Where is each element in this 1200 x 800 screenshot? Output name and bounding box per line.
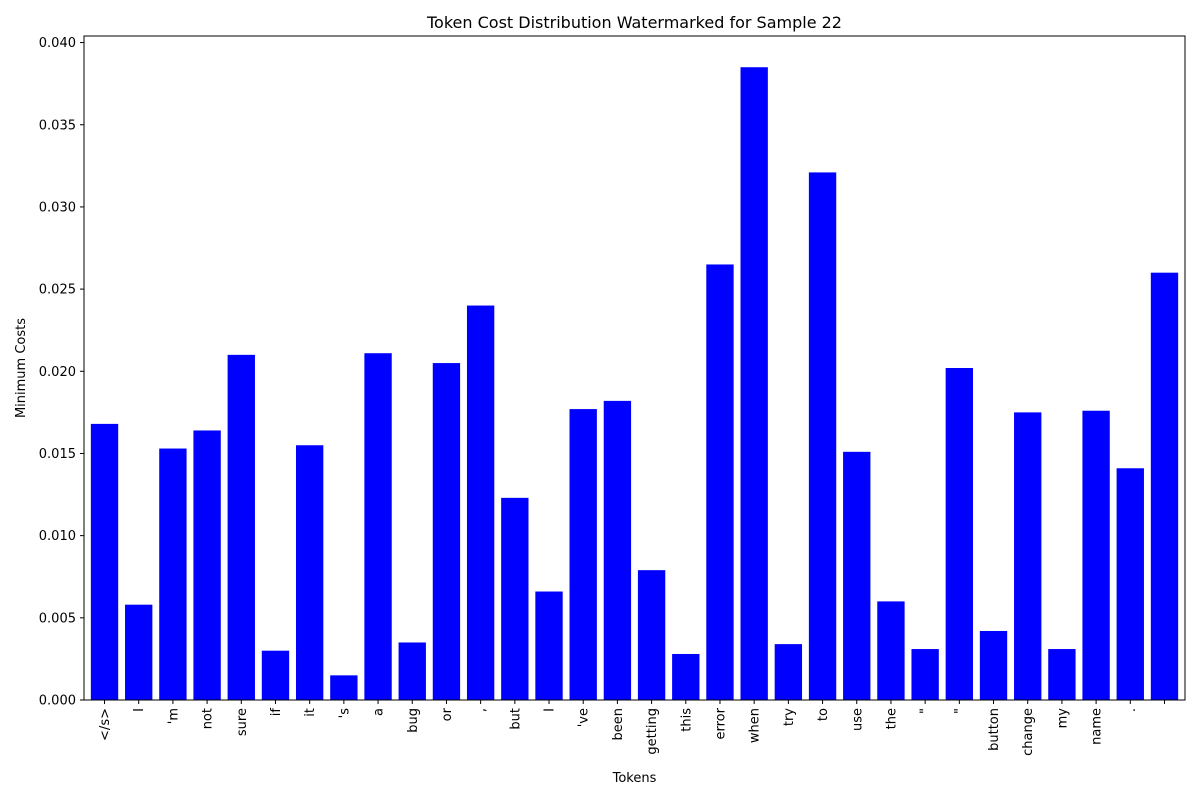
bar	[466, 305, 495, 700]
bar	[364, 353, 392, 700]
bar	[535, 591, 563, 700]
bar	[945, 368, 973, 700]
x-tick-label: button	[987, 708, 1002, 751]
x-tick-label: 'm	[166, 708, 181, 724]
chart-title: Token Cost Distribution Watermarked for …	[426, 13, 842, 32]
x-tick-label: "	[919, 708, 934, 714]
bar	[193, 430, 221, 700]
bar	[398, 642, 426, 700]
x-tick-label: name	[1090, 708, 1105, 745]
x-tick-label: 's	[337, 708, 352, 719]
bar	[637, 570, 666, 700]
bar	[877, 601, 905, 700]
bar	[330, 675, 358, 700]
x-tick-label: when	[748, 708, 763, 743]
bar	[1014, 412, 1042, 700]
x-tick-label: use	[850, 708, 865, 731]
bar	[706, 264, 734, 700]
y-tick-label: 0.025	[39, 283, 76, 298]
x-tick-label: change	[1021, 708, 1036, 756]
x-tick-label: I	[132, 708, 147, 712]
bar	[808, 172, 837, 701]
bar	[569, 409, 597, 700]
bar	[979, 630, 1008, 700]
x-tick-label: to	[816, 708, 831, 721]
x-tick-label: 've	[577, 708, 592, 727]
x-tick-label: the	[884, 708, 899, 729]
y-tick-label: 0.035	[39, 118, 76, 133]
x-tick-label: I	[543, 708, 558, 712]
x-tick-label: </s>	[98, 708, 113, 741]
x-tick-label: error	[713, 707, 728, 739]
bars-layer	[90, 67, 1179, 701]
y-axis-label: Minimum Costs	[14, 318, 29, 418]
x-tick-label: .	[1124, 708, 1139, 712]
y-tick-label: 0.020	[39, 365, 76, 380]
bar	[261, 650, 290, 700]
x-tick-label: if	[269, 708, 284, 717]
bar	[603, 400, 632, 700]
x-tick-label: but	[508, 708, 523, 730]
bar	[1048, 649, 1076, 700]
bar	[159, 448, 187, 700]
x-tick-label: or	[440, 707, 455, 721]
x-tick-label: not	[201, 708, 216, 729]
x-tick-label: ,	[474, 708, 489, 712]
y-tick-label: 0.030	[39, 200, 76, 215]
plot-frame	[83, 35, 1186, 701]
x-axis: </s> I 'm not sure if it 's a bug or, but I 've been ge…	[98, 700, 1165, 756]
x-axis-label: Tokens	[612, 771, 657, 786]
x-tick-label: been	[611, 708, 626, 741]
y-tick-label: 0.005	[39, 611, 76, 626]
y-tick-label: 0.000	[39, 694, 76, 709]
bar	[843, 451, 871, 700]
bar	[740, 67, 768, 701]
x-tick-label: bug	[406, 708, 421, 733]
x-tick-label: it	[303, 708, 318, 717]
y-tick-label: 0.010	[39, 529, 76, 544]
bar	[90, 423, 119, 700]
bar	[1082, 410, 1110, 700]
bar	[227, 354, 255, 700]
x-tick-label: my	[1055, 708, 1070, 729]
x-tick-label: this	[679, 708, 694, 732]
x-tick-label: sure	[235, 708, 250, 736]
x-tick-label: "	[953, 708, 968, 714]
x-tick-label: try	[782, 708, 797, 726]
bar	[295, 445, 324, 700]
y-axis: 0.000 0.005 0.010 0.015 0.020 0.025 0.030 0.035…	[39, 36, 84, 709]
bar	[501, 497, 529, 700]
bar	[1116, 468, 1144, 700]
y-tick-label: 0.015	[39, 447, 76, 462]
bar	[432, 363, 461, 700]
bar	[1150, 272, 1179, 700]
bar	[125, 604, 153, 700]
x-tick-label: a	[372, 708, 387, 716]
bar	[774, 644, 803, 700]
y-tick-label: 0.040	[39, 36, 76, 51]
bar	[911, 649, 939, 700]
bar	[672, 653, 700, 700]
x-tick-label: getting	[645, 708, 660, 755]
